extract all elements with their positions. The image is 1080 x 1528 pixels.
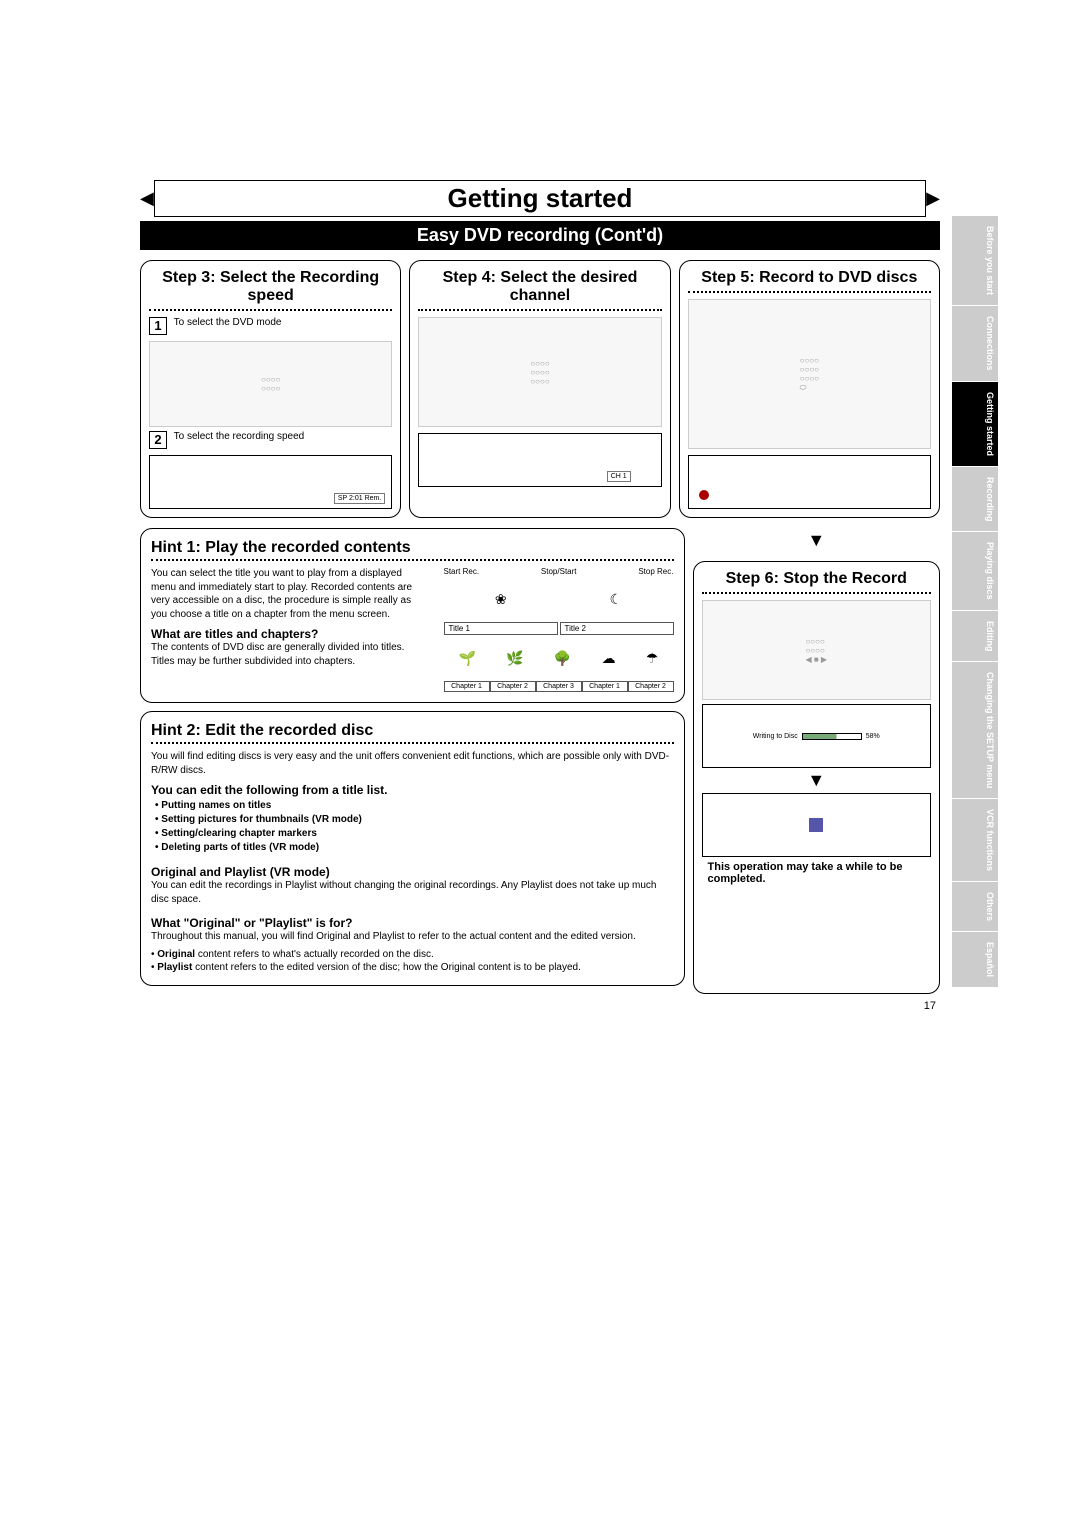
step3-num1: 1 [149, 317, 167, 335]
step5-box: Step 5: Record to DVD discs ○○○○○○○○○○○○… [679, 260, 940, 518]
side-tab[interactable]: Others [952, 882, 998, 931]
side-tab[interactable]: Recording [952, 467, 998, 532]
left-column: Hint 1: Play the recorded contents You c… [140, 528, 685, 994]
side-tab[interactable]: Español [952, 932, 998, 987]
page-title: Getting started [154, 180, 926, 217]
step5-title: Step 5: Record to DVD discs [688, 269, 931, 293]
hint2-sub3-title: What "Original" or "Playlist" is for? [151, 916, 674, 930]
subtitle-bar: Easy DVD recording (Cont'd) [140, 221, 940, 250]
hint1-body: You can select the title you want to pla… [151, 567, 428, 621]
writing-label: Writing to Disc [753, 733, 798, 740]
diagram-t2: Title 2 [560, 622, 674, 635]
tree-icon: 🌳 [554, 650, 571, 667]
chapter-diagram: Start Rec. Stop/Start Stop Rec. ❀ ☾ Titl… [444, 567, 674, 692]
step6-box: Step 6: Stop the Record ○○○○○○○○◀ ■ ▶ Wr… [693, 561, 941, 994]
step3-screen: SP 2:01 Rem. [149, 455, 392, 509]
side-tab[interactable]: Connections [952, 306, 998, 381]
diagram-stopstart: Stop/Start [541, 567, 577, 576]
moon-icon: ☾ [610, 591, 623, 608]
hint2-sub3-body-text: Throughout this manual, you will find Or… [151, 931, 636, 942]
step3-line1: 1 To select the DVD mode [149, 317, 392, 335]
remote-diagram-1: ○○○○○○○○ [149, 341, 392, 427]
side-tab[interactable]: Editing [952, 611, 998, 662]
umbrella-icon: ☂ [646, 650, 659, 667]
step3-line2-text: To select the recording speed [174, 431, 305, 442]
diagram-c2: Chapter 2 [490, 681, 536, 692]
step4-title: Step 4: Select the desired channel [418, 269, 661, 311]
hint2-playlist-line: • Playlist content refers to the edited … [151, 961, 674, 975]
hint2-sub2-title: Original and Playlist (VR mode) [151, 865, 674, 879]
remote-diagram-2: ○○○○○○○○○○○○ [418, 317, 661, 427]
hint1-sub1-body: The contents of DVD disc are generally d… [151, 641, 428, 668]
page-title-wrap: ◀ Getting started ▶ [140, 180, 940, 217]
original-label: Original [157, 949, 195, 960]
page-number: 17 [140, 1000, 940, 1012]
bullet-item: Setting/clearing chapter markers [155, 827, 674, 841]
title-arrow-right: ▶ [926, 188, 940, 209]
hint1-sub1-title: What are titles and chapters? [151, 627, 428, 641]
side-tab[interactable]: VCR functions [952, 799, 998, 881]
down-arrow-1: ▼ [693, 530, 941, 551]
step4-screen: CH 1 [418, 433, 661, 487]
side-tab[interactable]: Playing discs [952, 532, 998, 610]
step5-screen [688, 455, 931, 509]
title-arrow-left: ◀ [140, 188, 154, 209]
diagram-c1: Chapter 1 [444, 681, 490, 692]
progress-bar [802, 733, 862, 740]
side-nav-tabs: Before you startConnectionsGetting start… [952, 216, 998, 988]
bullet-item: Deleting parts of titles (VR mode) [155, 841, 674, 855]
down-arrow-2: ▼ [702, 770, 932, 791]
bullet-item: Putting names on titles [155, 799, 674, 813]
diagram-stop: Stop Rec. [638, 567, 673, 576]
side-tab[interactable]: Before you start [952, 216, 998, 305]
step3-line1-text: To select the DVD mode [174, 317, 282, 328]
stop-square-icon [809, 818, 823, 832]
diagram-start: Start Rec. [444, 567, 480, 576]
sprout-icon: 🌿 [506, 650, 523, 667]
diagram-c5: Chapter 2 [628, 681, 674, 692]
hint2-box: Hint 2: Edit the recorded disc You will … [140, 711, 685, 986]
seedling-icon: 🌱 [459, 650, 476, 667]
step4-box: Step 4: Select the desired channel ○○○○○… [409, 260, 670, 518]
record-icons-row2: 🌱 🌿 🌳 ☁ ☂ [444, 638, 674, 678]
hint1-box: Hint 1: Play the recorded contents You c… [140, 528, 685, 703]
progress-percent: 58% [866, 733, 880, 740]
diagram-c3: Chapter 3 [536, 681, 582, 692]
progress-screen: Writing to Disc 58% [702, 704, 932, 768]
playlist-text: content refers to the edited version of … [192, 962, 581, 973]
hint2-title: Hint 2: Edit the recorded disc [151, 722, 674, 744]
step3-line2: 2 To select the recording speed [149, 431, 392, 449]
record-dot-icon [699, 490, 709, 500]
cloud-icon: ☁ [602, 650, 616, 667]
hint2-sub1-title: You can edit the following from a title … [151, 783, 674, 797]
step4-screen-label: CH 1 [607, 471, 631, 482]
steps-row: Step 3: Select the Recording speed 1 To … [140, 260, 940, 518]
step3-title: Step 3: Select the Recording speed [149, 269, 392, 311]
record-icons-row: ❀ ☾ [444, 579, 674, 619]
side-tab[interactable]: Changing the SETUP menu [952, 662, 998, 798]
hint2-sub3-body: Throughout this manual, you will find Or… [151, 930, 674, 944]
step3-box: Step 3: Select the Recording speed 1 To … [140, 260, 401, 518]
hint2-orig-line: • Original content refers to what's actu… [151, 948, 674, 962]
original-text: content refers to what's actually record… [195, 949, 434, 960]
hint2-sub2-body: You can edit the recordings in Playlist … [151, 879, 674, 906]
hint2-body: You will find editing discs is very easy… [151, 750, 674, 777]
playlist-label: Playlist [157, 962, 192, 973]
step6-title: Step 6: Stop the Record [702, 570, 932, 594]
step6-note: This operation may take a while to be co… [702, 857, 932, 889]
lower-grid: Hint 1: Play the recorded contents You c… [140, 528, 940, 994]
bullet-item: Setting pictures for thumbnails (VR mode… [155, 813, 674, 827]
flower-icon: ❀ [495, 591, 507, 608]
remote-diagram-4: ○○○○○○○○◀ ■ ▶ [702, 600, 932, 700]
side-tab[interactable]: Getting started [952, 382, 998, 466]
remote-diagram-3: ○○○○○○○○○○○○⬭ [688, 299, 931, 449]
right-column: ▼ Step 6: Stop the Record ○○○○○○○○◀ ■ ▶ … [693, 528, 941, 994]
step3-screen-label: SP 2:01 Rem. [334, 493, 385, 504]
diagram-t1: Title 1 [444, 622, 558, 635]
hint2-bullets: Putting names on titlesSetting pictures … [155, 799, 674, 855]
hint1-title: Hint 1: Play the recorded contents [151, 539, 674, 561]
step3-num2: 2 [149, 431, 167, 449]
diagram-c4: Chapter 1 [582, 681, 628, 692]
stop-screen [702, 793, 932, 857]
